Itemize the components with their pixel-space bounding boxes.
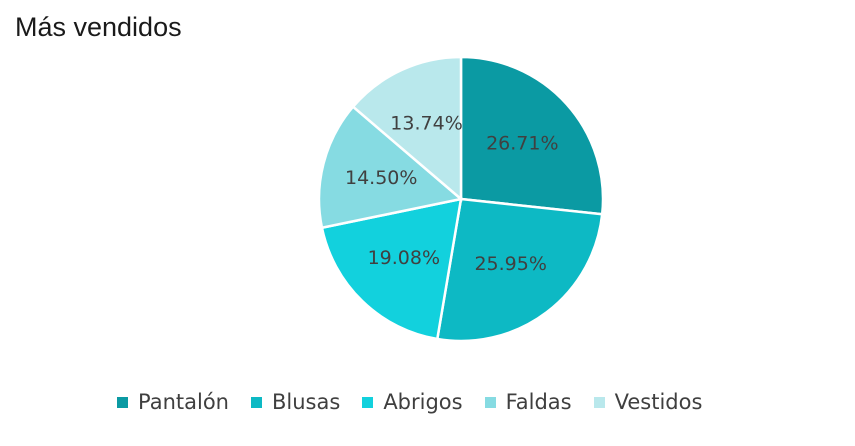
pie-slice-blusas	[435, 197, 604, 343]
legend-item-vestidos: Vestidos	[593, 390, 703, 414]
legend-label-vestidos: Vestidos	[614, 390, 703, 414]
legend-item-abrigos: Abrigos	[362, 390, 463, 414]
legend-label-faldas: Faldas	[505, 390, 572, 414]
data-label-abrigos: 19.08%	[368, 247, 440, 269]
data-label-blusas: 25.95%	[474, 253, 546, 275]
data-label-faldas: 14.50%	[345, 167, 417, 189]
chart-legend: Pantalón Blusas Abrigos Faldas Vestidos	[117, 390, 702, 414]
legend-swatch-faldas	[484, 396, 496, 408]
legend-item-faldas: Faldas	[484, 390, 572, 414]
legend-label-abrigos: Abrigos	[383, 390, 463, 414]
pie-chart: 26.71% 25.95% 19.08% 14.50% 13.74%	[317, 55, 605, 343]
pie-slice-faldas	[317, 104, 464, 230]
legend-swatch-blusas	[251, 396, 262, 408]
legend-swatch-pantalon	[117, 396, 128, 408]
legend-swatch-vestidos	[593, 396, 605, 408]
legend-swatch-abrigos	[362, 396, 374, 408]
data-label-vestidos: 13.74%	[390, 113, 462, 135]
chart-title: Más vendidos	[15, 12, 182, 42]
legend-label-pantalon: Pantalón	[138, 390, 229, 414]
data-label-pantalon: 26.71%	[486, 132, 558, 154]
legend-item-pantalon: Pantalón	[117, 390, 229, 414]
pie-slice-pantalon	[459, 55, 605, 216]
legend-item-blusas: Blusas	[251, 390, 340, 414]
pie-slice-abrigos	[320, 197, 463, 341]
pie-slice-vestidos	[351, 55, 463, 202]
legend-label-blusas: Blusas	[272, 390, 341, 414]
